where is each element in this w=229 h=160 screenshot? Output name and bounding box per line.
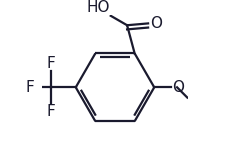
Text: F: F [46, 104, 55, 119]
Text: O: O [171, 80, 183, 95]
Text: O: O [149, 16, 161, 31]
Text: F: F [46, 56, 55, 71]
Text: F: F [25, 80, 34, 95]
Text: HO: HO [86, 0, 109, 15]
